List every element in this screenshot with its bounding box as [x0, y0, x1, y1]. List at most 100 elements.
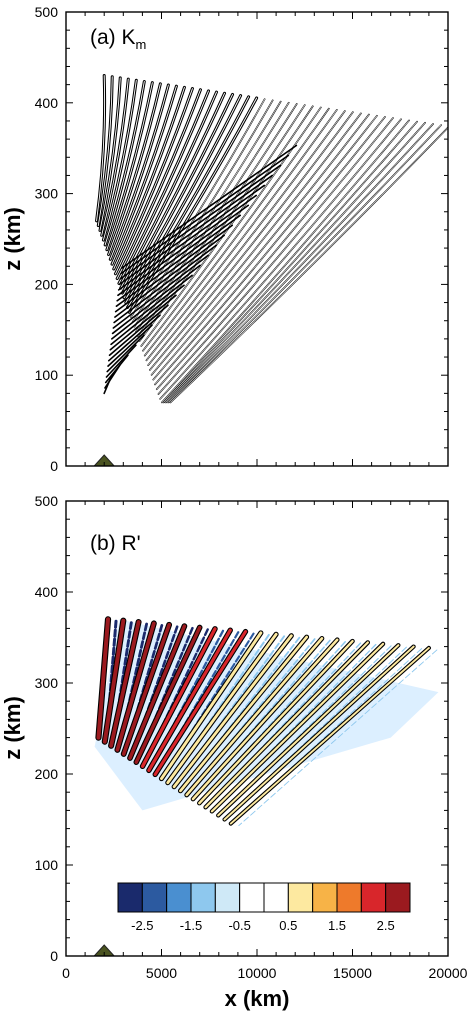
phase-contour-inner — [147, 110, 346, 366]
lower-contour — [114, 234, 225, 318]
lower-contour — [107, 324, 153, 367]
panel-a: 0 100 200 300 400 500 (a) Km z (km) — [0, 4, 449, 474]
positive-band — [109, 620, 141, 748]
colorbar-label: 1.5 — [328, 918, 346, 933]
colorbar-swatch — [385, 882, 411, 913]
phase-contour-inner — [106, 82, 153, 251]
positive-band — [191, 638, 339, 801]
phase-contour-inner — [111, 85, 177, 265]
phase-contour-inner — [168, 124, 442, 403]
lower-contour — [117, 184, 266, 291]
lower-contour — [110, 284, 185, 346]
phase-contour-inner — [156, 116, 386, 390]
lower-contour — [113, 244, 217, 324]
positive-band — [185, 637, 324, 797]
phase-contour — [133, 100, 282, 328]
phase-contour-inner — [154, 115, 378, 385]
positive-band — [166, 632, 278, 785]
y-tick-label: 300 — [35, 186, 59, 202]
phase-contour-inner — [96, 75, 106, 222]
phase-contour-inner — [118, 90, 209, 284]
positive-band — [198, 639, 354, 805]
phase-contour — [166, 123, 434, 404]
y-tick-label: 0 — [50, 458, 58, 474]
panel-b-ylabel: z (km) — [0, 696, 25, 760]
phase-contour-inner — [144, 108, 330, 356]
lower-contour — [105, 344, 137, 378]
colorbar: -2.5 -1.5 -0.5 0.5 1.5 2.5 — [117, 882, 411, 933]
phase-contour-inner — [116, 89, 201, 280]
y-tick-label: 0 — [50, 948, 58, 964]
y-tick-label: 100 — [35, 857, 59, 873]
phase-contour-inner — [137, 103, 298, 337]
panel-b-label: (b) R' — [90, 532, 141, 555]
phase-contour — [169, 126, 448, 404]
phase-contour-inner — [97, 76, 113, 227]
phase-contour-inner — [161, 120, 410, 403]
colorbar-swatch — [336, 882, 362, 913]
colorbar-label: -0.5 — [228, 918, 250, 933]
panel-b-contours — [94, 616, 439, 827]
positive-band — [210, 642, 385, 813]
colorbar-swatch — [141, 882, 168, 913]
negative-band — [238, 649, 438, 827]
lower-contour — [104, 354, 129, 384]
colorbar-label: 2.5 — [377, 918, 395, 933]
phase-contour-inner — [128, 97, 258, 313]
phase-contour-inner — [115, 88, 193, 275]
phase-contour-inner — [158, 117, 394, 395]
phase-contour-inner — [113, 86, 185, 270]
x-tick-label: 20000 — [429, 965, 468, 981]
y-tick-label: 400 — [35, 584, 59, 600]
x-tick-label: 0 — [62, 965, 70, 981]
positive-band — [147, 628, 232, 772]
phase-contour-inner — [152, 114, 370, 380]
negative-band — [232, 648, 423, 822]
positive-band — [153, 630, 248, 777]
lower-contour — [115, 214, 241, 307]
positive-band — [229, 647, 430, 825]
y-tick-label: 200 — [35, 276, 59, 292]
positive-band — [128, 624, 187, 760]
colorbar-swatch — [166, 882, 192, 913]
colorbar-swatch — [312, 882, 338, 913]
positive-band — [172, 634, 293, 789]
positive-band — [179, 635, 309, 793]
phase-contour-inner — [130, 98, 265, 318]
positive-band — [204, 641, 369, 809]
phase-contour-inner — [109, 84, 169, 260]
y-tick-label: 500 — [35, 493, 59, 509]
phase-contour-inner — [102, 79, 137, 241]
positive-band — [217, 644, 400, 817]
lower-contour — [118, 174, 274, 286]
phase-contour-inner — [151, 113, 362, 376]
phase-contour-inner — [104, 81, 145, 246]
phase-contour-inner — [165, 122, 426, 403]
positive-band — [223, 645, 415, 821]
lower-contour — [114, 224, 233, 313]
colorbar-swatch — [287, 882, 314, 913]
phase-contour-inner — [134, 101, 281, 328]
colorbar-swatch — [214, 882, 241, 913]
colorbar-swatch — [263, 882, 289, 913]
phase-contour-inner — [123, 93, 234, 299]
y-tick-label: 200 — [35, 766, 59, 782]
colorbar-swatch — [239, 882, 265, 913]
x-tick-label: 10000 — [238, 965, 277, 981]
panel-a-ylabel: z (km) — [0, 207, 25, 271]
positive-band — [140, 627, 217, 768]
positive-band — [102, 618, 126, 744]
lower-contour — [116, 204, 250, 302]
positive-band — [115, 621, 156, 752]
lower-contour — [111, 274, 193, 340]
phase-contour-inner — [146, 109, 338, 361]
panel-a-label: (a) Km — [90, 26, 146, 52]
phase-contour-inner — [149, 111, 354, 371]
phase-contour-inner — [159, 118, 402, 400]
phase-contour-inner — [163, 121, 418, 403]
x-tick-label: 5000 — [146, 965, 177, 981]
lower-contour — [109, 294, 177, 351]
